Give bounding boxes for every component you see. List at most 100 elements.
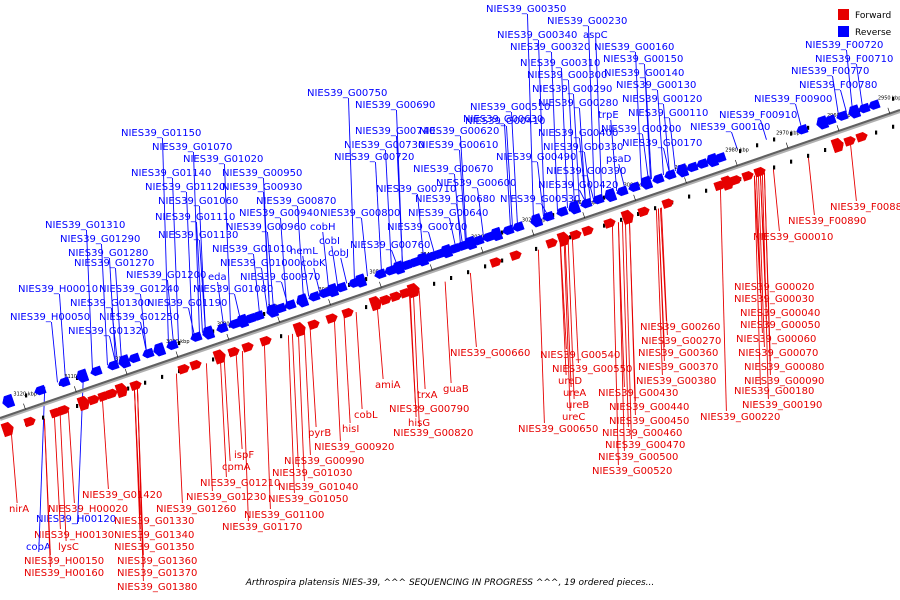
gene-label: NIES39_G01350 <box>114 542 194 553</box>
gene-label: NIES39_F00900 <box>754 94 832 105</box>
reverse-gene-arrow <box>542 210 555 222</box>
gene-leader-line <box>635 51 642 183</box>
gene-leader-line <box>205 363 213 492</box>
gene-label: amiA <box>375 380 401 391</box>
gene-label: NIES39_G00540 <box>540 350 620 361</box>
gene-leader-line <box>136 386 144 582</box>
gene-leader-line <box>287 335 295 494</box>
track-mark <box>280 334 283 339</box>
legend-forward-swatch <box>838 9 849 20</box>
reverse-gene-arrow <box>868 99 881 110</box>
gene-leader-line <box>588 25 595 199</box>
forward-gene-arrow <box>389 291 402 303</box>
reverse-gene-arrow <box>274 302 287 314</box>
reverse-gene-arrow <box>604 187 618 203</box>
gene-leader-line <box>506 125 513 227</box>
forward-gene-arrow <box>661 198 674 209</box>
gene-label: NIES39_G00080 <box>744 362 824 373</box>
gene-label: NIES39_G00040 <box>740 308 820 319</box>
gene-leader-line <box>51 321 58 383</box>
gene-label: NIES39_G00550 <box>552 364 632 375</box>
gene-label: NIES39_H00130 <box>34 530 114 541</box>
gene-leader-line <box>621 220 629 428</box>
axis-tick-label: 2980 kbp <box>725 148 749 154</box>
gene-leader-line <box>645 77 652 180</box>
gene-label: NIES39_G00020 <box>734 282 814 293</box>
forward-gene-arrow <box>307 319 320 331</box>
track-mark <box>144 380 147 385</box>
gene-leader-line <box>469 272 477 348</box>
gene-leader-line <box>584 151 591 201</box>
gene-leader-line <box>807 157 815 216</box>
reverse-gene-arrow <box>580 197 593 209</box>
forward-gene-arrow <box>212 349 226 365</box>
gene-leader-line <box>172 177 179 341</box>
gene-label: NIES39_F00890 <box>788 216 866 227</box>
forward-gene-arrow <box>57 405 70 416</box>
gene-label: NIES39_G00200 <box>601 124 681 135</box>
gene-label: NIES39_F00880 <box>830 202 900 213</box>
gene-leader-line <box>175 373 183 504</box>
reverse-gene-arrow <box>568 200 582 215</box>
reverse-gene-arrow <box>107 359 120 371</box>
gene-leader-line <box>537 161 544 217</box>
gene-label: NIES39_G00180 <box>734 386 814 397</box>
forward-gene-arrow <box>620 209 634 226</box>
gene-leader-line <box>731 131 738 150</box>
reverse-gene-arrow <box>308 290 321 302</box>
gene-label: NIES39_G00800 <box>320 208 400 219</box>
gene-label: lysC <box>58 542 79 553</box>
track-mark <box>807 153 810 158</box>
gene-leader-line <box>409 293 417 418</box>
forward-gene-arrow <box>368 295 382 312</box>
gene-label: NIES39_G00220 <box>700 412 780 423</box>
gene-leader-line <box>38 386 46 553</box>
gene-label: NIES39_G00490 <box>496 152 576 163</box>
gene-leader-line <box>459 149 466 243</box>
gene-label: NIES39_G01380 <box>117 582 197 593</box>
gene-leader-line <box>241 350 249 522</box>
gene-leader-line <box>559 242 567 376</box>
gene-leader-line <box>263 191 270 310</box>
gene-leader-line <box>564 240 572 388</box>
gene-label: NIES39_G00330 <box>543 142 623 153</box>
gene-leader-line <box>610 119 618 192</box>
reverse-gene-arrow <box>252 310 265 321</box>
track-mark <box>263 311 266 316</box>
axis-tick <box>23 403 26 410</box>
axis-line <box>0 109 900 419</box>
gene-leader-line <box>101 398 109 490</box>
gene-label: NIES39_G00690 <box>355 100 435 111</box>
track-mark <box>892 124 895 129</box>
gene-label: NIES39_G00170 <box>622 138 702 149</box>
gene-leader-line <box>587 175 594 200</box>
track-mark <box>365 277 368 282</box>
forward-gene-arrow <box>259 335 272 347</box>
gene-label: NIES39_G00340 <box>497 30 577 41</box>
forward-gene-arrow <box>603 218 616 229</box>
reverse-gene-arrow <box>530 213 544 228</box>
gene-leader-lines <box>10 13 863 582</box>
gene-leader-line <box>59 293 66 380</box>
gene-label: NIES39_G01040 <box>278 482 358 493</box>
gene-leader-line <box>297 205 304 299</box>
gene-label: NIES39_G00930 <box>222 182 302 193</box>
gene-label: ureD <box>558 376 582 387</box>
gene-label: NIES39_G00230 <box>547 16 627 27</box>
gene-leader-line <box>186 191 193 337</box>
gene-label: cpmA <box>222 462 251 473</box>
gene-leader-line <box>504 123 511 228</box>
gene-label: NIES39_G00090 <box>744 376 824 387</box>
gene-leader-line <box>760 119 767 140</box>
gene-leader-line <box>343 316 351 424</box>
gene-leader-line <box>849 142 857 202</box>
gene-leader-line <box>579 189 586 202</box>
forward-gene-arrow <box>545 238 558 249</box>
reverse-gene-arrow <box>640 175 654 190</box>
axis-tick-label: 2970 kbp <box>776 130 800 136</box>
track-mark <box>484 264 487 269</box>
reverse-gene-arrow <box>592 193 605 205</box>
gene-leader-line <box>561 67 568 208</box>
reverse-gene-arrow <box>796 123 809 135</box>
